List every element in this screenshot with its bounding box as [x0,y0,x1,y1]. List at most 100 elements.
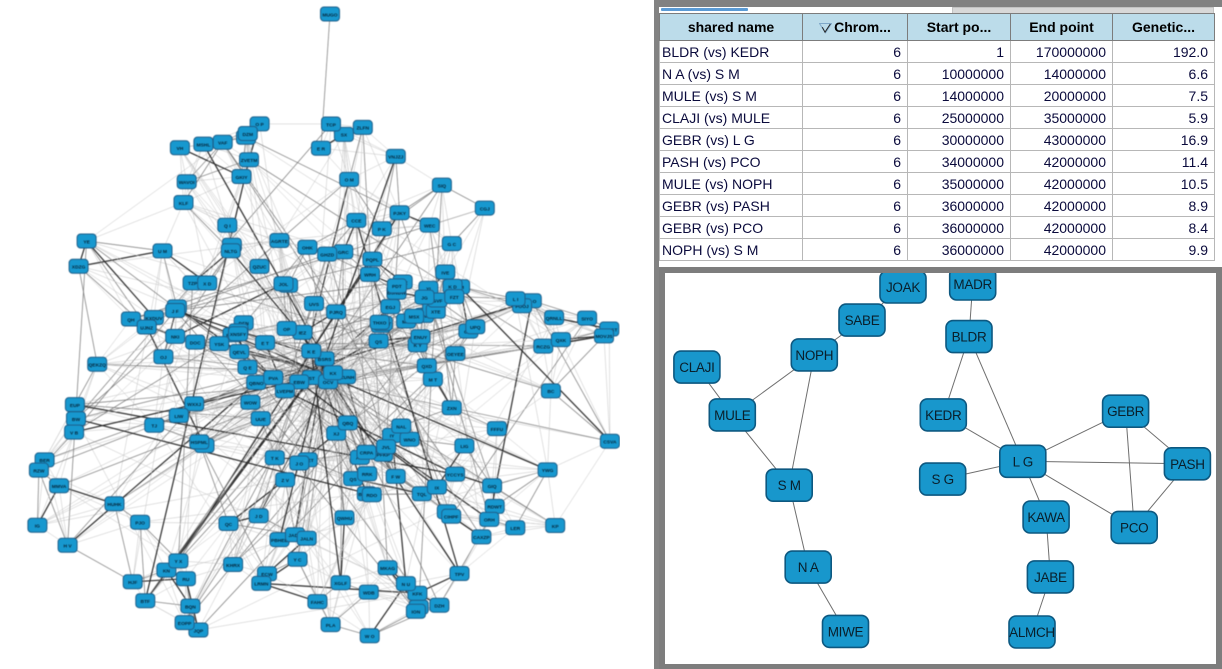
svg-text:WEC: WEC [424,223,436,229]
svg-text:QS: QS [350,477,358,483]
svg-text:LIW: LIW [174,414,183,420]
svg-text:CRPA: CRPA [360,451,374,457]
svg-text:X D: X D [203,281,212,287]
svg-text:S G: S G [932,472,954,487]
svg-text:PJKY: PJKY [393,211,407,217]
svg-text:P K: P K [378,227,387,233]
svg-text:KLF: KLF [179,201,189,207]
svg-text:IVE: IVE [441,270,450,276]
svg-text:DOC: DOC [190,340,201,346]
svg-text:VH: VH [177,146,184,152]
svg-text:JABE: JABE [1034,570,1067,585]
svg-text:K E: K E [307,349,316,355]
svg-text:GIQ: GIQ [488,484,497,490]
svg-text:TZP: TZP [188,281,198,287]
svg-text:PJO: PJO [135,521,145,527]
svg-text:ZXN: ZXN [447,406,457,412]
svg-text:HUHK: HUHK [107,502,122,508]
svg-text:QBQ: QBQ [342,421,353,427]
svg-text:N U: N U [402,582,411,588]
svg-text:TPV: TPV [455,572,465,578]
svg-text:ION: ION [412,610,421,616]
svg-text:JG: JG [421,295,428,301]
svg-text:CGJ: CGJ [480,206,490,212]
svg-text:IEZ: IEZ [299,331,307,337]
svg-text:JALN: JALN [300,537,313,543]
svg-text:XJ: XJ [333,432,339,438]
svg-text:THXO: THXO [373,321,387,327]
svg-text:WAVOI: WAVOI [179,180,196,186]
svg-text:MSX: MSX [409,315,420,321]
svg-text:OEYEE: OEYEE [447,352,465,358]
svg-text:WDB: WDB [363,590,375,596]
svg-text:BQN: BQN [185,604,196,610]
svg-text:UVS: UVS [309,302,320,308]
svg-text:Q E: Q E [243,366,252,372]
svg-text:PASH: PASH [1170,457,1205,472]
svg-text:EUP: EUP [70,403,81,409]
svg-text:TJ: TJ [151,424,157,430]
svg-text:BLDR: BLDR [952,330,987,345]
svg-text:SABE: SABE [845,313,880,328]
svg-text:QEVL: QEVL [233,350,246,356]
svg-text:QXD: QXD [421,364,432,370]
svg-text:YWG: YWG [542,468,554,474]
svg-text:LER: LER [510,526,520,532]
svg-text:KX: KX [330,371,338,377]
svg-text:LVEPM: LVEPM [277,389,293,395]
svg-text:N A: N A [798,560,819,575]
svg-text:J F: J F [172,309,179,315]
svg-text:CCE: CCE [351,219,362,225]
svg-text:FZT: FZT [450,295,459,301]
svg-text:BW: BW [72,417,81,423]
svg-text:S M: S M [778,478,801,493]
svg-text:GRC: GRC [338,250,349,256]
svg-text:MSHL: MSHL [196,142,210,148]
svg-text:L I: L I [513,297,519,303]
svg-text:OCV: OCV [323,380,334,386]
svg-text:MMVA: MMVA [52,484,67,490]
svg-text:MOVJS: MOVJS [595,334,613,340]
svg-text:Y X: Y X [175,559,184,565]
svg-text:WRH: WRH [364,273,376,279]
svg-text:Y C: Y C [293,558,302,564]
svg-text:HJF: HJF [128,580,137,586]
svg-text:DZM: DZM [243,132,254,138]
svg-text:IG: IG [35,524,40,530]
svg-text:JVL: JVL [382,445,391,451]
svg-text:F W: F W [391,475,400,481]
svg-text:MULE: MULE [714,408,751,423]
svg-text:KP: KP [552,524,560,530]
svg-text:NOPH: NOPH [795,348,833,363]
svg-text:UJNZ: UJNZ [140,325,153,331]
svg-text:O M: O M [345,178,354,184]
svg-text:PDT: PDT [392,284,402,290]
svg-text:GHZD: GHZD [320,252,334,258]
svg-text:NLTG: NLTG [224,249,237,255]
svg-text:T K: T K [271,456,279,462]
svg-text:H V: H V [64,544,73,550]
svg-text:L G: L G [1013,454,1033,469]
svg-text:FFFU: FFFU [491,427,504,433]
svg-text:BC: BC [547,389,555,395]
svg-text:MIWE: MIWE [828,624,864,639]
svg-text:QEKZQ: QEKZQ [89,363,107,369]
svg-text:EOPP: EOPP [178,621,192,627]
svg-text:ORH: ORH [484,518,495,524]
svg-text:FAHC: FAHC [311,600,325,606]
svg-text:SIYO: SIYO [581,316,593,322]
svg-text:QXK: QXK [556,338,567,344]
svg-text:NAL: NAL [396,424,406,430]
svg-text:GKIY: GKIY [236,175,249,181]
svg-text:PQPL: PQPL [366,257,379,263]
svg-text:U M: U M [158,249,167,255]
svg-text:VAF: VAF [218,141,227,147]
svg-text:OP: OP [283,327,291,333]
svg-text:TCP: TCP [326,122,337,128]
svg-text:IY: IY [390,434,395,440]
svg-text:LRMN: LRMN [254,582,269,588]
svg-text:RDO: RDO [366,493,377,499]
svg-text:XDZG: XDZG [72,265,86,271]
svg-text:QC: QC [225,522,233,528]
svg-text:QBNO: QBNO [249,381,264,387]
